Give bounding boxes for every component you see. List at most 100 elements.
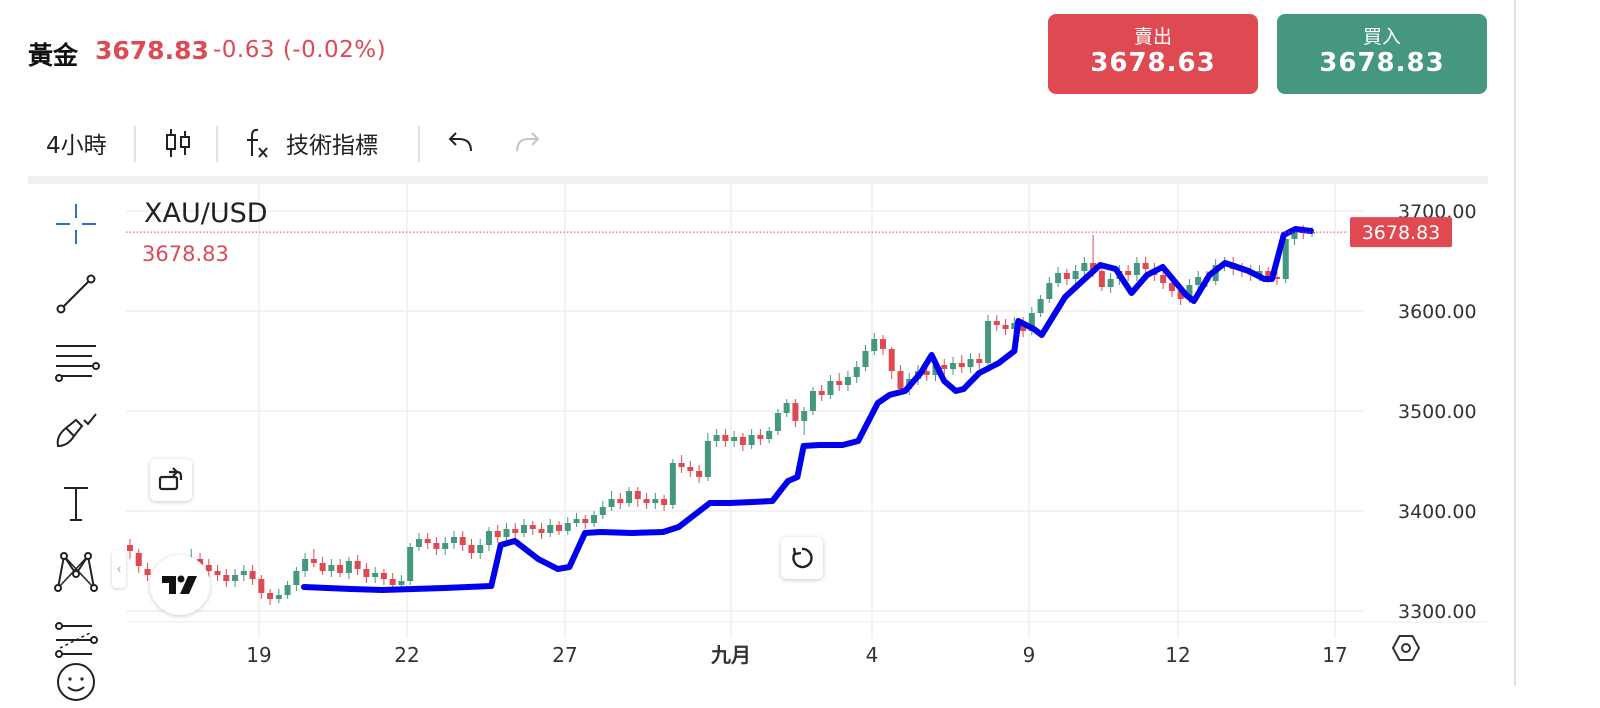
- candle-body: [985, 321, 992, 363]
- candle-body: [328, 565, 335, 571]
- candle-body: [687, 467, 694, 471]
- chart-settings-button[interactable]: [150, 459, 192, 501]
- candle-body: [591, 515, 598, 523]
- candle-body: [582, 519, 589, 523]
- axis-settings-icon[interactable]: [1391, 635, 1421, 661]
- candle-body: [757, 435, 764, 439]
- candle-body: [573, 519, 580, 523]
- text-tool[interactable]: [50, 478, 102, 530]
- candle-body: [678, 463, 685, 467]
- candle-body: [958, 363, 965, 367]
- symbol-name: 黃金: [28, 41, 79, 70]
- undo-button[interactable]: [440, 118, 480, 168]
- candle-body: [1125, 271, 1132, 275]
- forecast-tool[interactable]: [50, 614, 102, 666]
- candle-body: [512, 529, 519, 533]
- candle-body: [792, 403, 799, 421]
- candle-body: [818, 391, 825, 395]
- pattern-icon: [54, 552, 98, 592]
- candle-body: [380, 573, 387, 579]
- candle-body: [853, 367, 860, 377]
- candle-body: [1142, 263, 1149, 269]
- collapse-toolbar-button[interactable]: ‹: [112, 550, 126, 588]
- panel-divider: [1514, 0, 1516, 686]
- toolbar-divider-bar: [28, 176, 1488, 184]
- candle-body: [809, 391, 816, 411]
- text-icon: [64, 487, 88, 521]
- candle-body: [599, 507, 606, 515]
- emoji-tool[interactable]: [50, 656, 102, 708]
- x-tick-label: 22: [394, 643, 419, 667]
- candle-body: [643, 499, 650, 503]
- price-chart[interactable]: 3300.00 3400.00 3500.00 3600.00 3700.00 3678.…: [126, 184, 1488, 686]
- candle-body: [232, 575, 239, 581]
- sell-label: 賣出: [1133, 26, 1172, 48]
- brush-tool[interactable]: [50, 406, 102, 458]
- candle-body: [529, 525, 536, 529]
- x-tick-label: 27: [552, 643, 577, 667]
- drawing-toolbar: [28, 184, 122, 701]
- function-icon: [247, 128, 268, 158]
- candle-body: [801, 411, 808, 421]
- chart-canvas[interactable]: 3300.003400.003500.003600.003700.003678.…: [126, 184, 1488, 686]
- candle-body: [766, 431, 773, 439]
- pair-label: XAU/USD: [144, 198, 268, 229]
- redo-button[interactable]: [508, 118, 548, 168]
- candle-body: [345, 561, 352, 573]
- candle-body: [284, 585, 291, 595]
- interval-label: 4小時: [46, 133, 107, 159]
- candle-body: [993, 321, 1000, 325]
- candle-body: [1133, 263, 1140, 275]
- candle-body: [1282, 239, 1289, 279]
- candle-body: [363, 569, 370, 577]
- candle-body: [888, 349, 895, 371]
- refresh-icon: [792, 547, 813, 569]
- buy-button[interactable]: 買入 3678.83: [1277, 14, 1487, 94]
- candle-body: [1063, 273, 1070, 279]
- candle-body: [722, 435, 729, 441]
- candle-body: [1098, 271, 1105, 287]
- candle-body: [1168, 283, 1175, 291]
- brush-icon: [56, 413, 97, 448]
- candle-body: [1002, 325, 1009, 329]
- candle-body: [293, 571, 300, 585]
- candle-body: [617, 499, 624, 503]
- rotate-screen-icon: [158, 467, 183, 491]
- buy-price: 3678.83: [1319, 48, 1445, 78]
- candle-body: [1186, 285, 1193, 299]
- indicators-button[interactable]: 技術指標: [242, 118, 378, 168]
- x-tick-label: 九月: [710, 643, 751, 667]
- candle-body: [407, 547, 414, 581]
- candle-body: [258, 579, 265, 593]
- reset-chart-button[interactable]: [781, 537, 823, 579]
- sell-button[interactable]: 賣出 3678.63: [1048, 14, 1258, 94]
- chart-type-button[interactable]: [158, 118, 198, 168]
- candlestick-icon: [166, 129, 190, 157]
- candle-body: [1160, 275, 1167, 283]
- candle-body: [669, 463, 676, 505]
- candle-body: [844, 377, 851, 385]
- candle-body: [923, 371, 930, 375]
- price-change: -0.63 (-0.02%): [213, 37, 387, 63]
- toolbar-divider: [216, 126, 218, 162]
- fib-retracement-tool[interactable]: [50, 336, 102, 388]
- trendline-tool[interactable]: [50, 268, 102, 320]
- candle-body: [424, 539, 431, 543]
- sell-price: 3678.63: [1090, 48, 1216, 78]
- buy-label: 買入: [1362, 26, 1401, 48]
- candle-body: [1256, 271, 1263, 275]
- candle-body: [1265, 271, 1272, 277]
- current-price: 3678.83: [95, 36, 209, 65]
- candle-body: [713, 435, 720, 441]
- candle-body: [731, 437, 738, 441]
- crosshair-tool[interactable]: [50, 198, 102, 250]
- x-tick-label: 17: [1322, 643, 1347, 667]
- candle-body: [1107, 279, 1114, 287]
- interval-selector[interactable]: 4小時: [46, 118, 107, 168]
- y-tick-label: 3500.00: [1398, 401, 1477, 423]
- price-tag-bg: [1350, 217, 1452, 248]
- y-tick-label: 3600.00: [1398, 301, 1477, 323]
- candle-body: [310, 559, 317, 563]
- pattern-tool[interactable]: [50, 546, 102, 598]
- tradingview-logo: [150, 555, 210, 615]
